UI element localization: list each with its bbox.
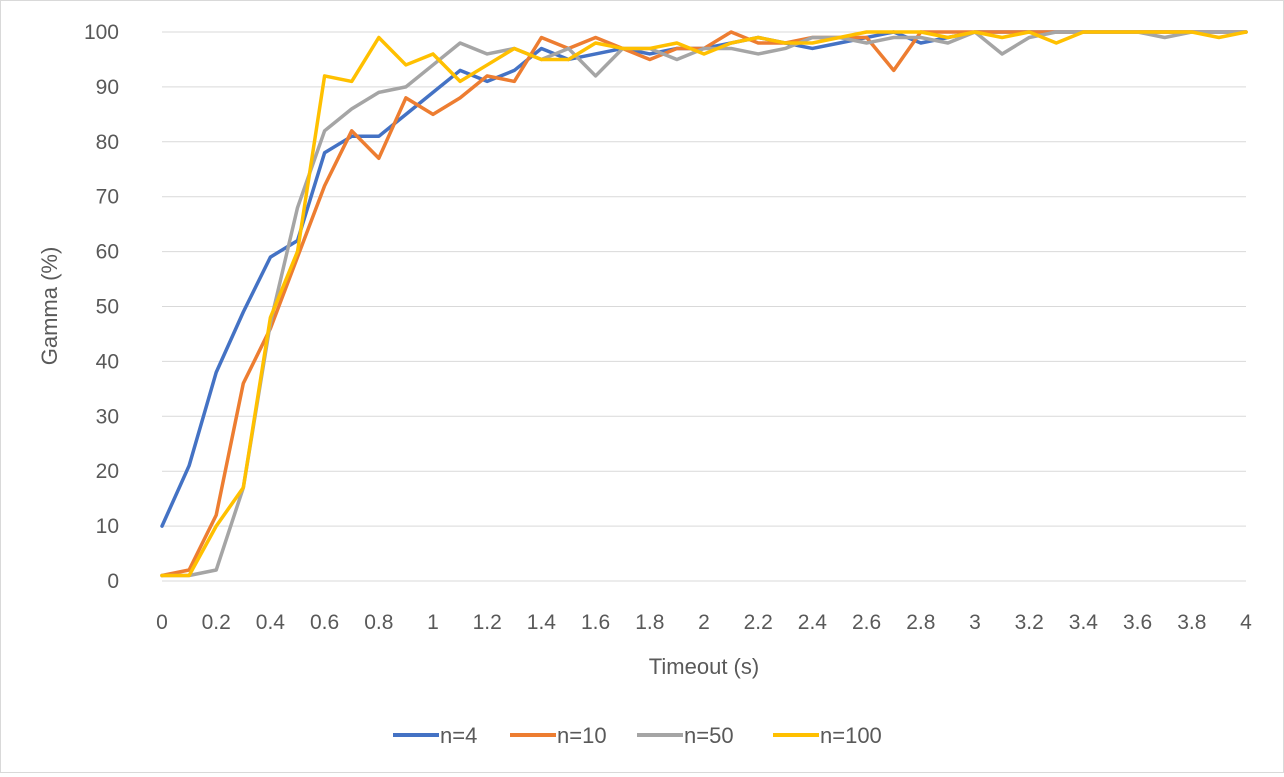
x-tick-label: 3: [969, 611, 981, 634]
x-axis-ticks: 0 0.2 0.4 0.6 0.8 1 1.2 1.4 1.6 1.8 2 2.2 2.4 2.6 2.8 3…: [156, 611, 1252, 634]
legend-label: n=10: [557, 723, 607, 748]
legend-label: n=4: [440, 723, 477, 748]
legend: n=4 n=10 n=50 n=100: [393, 723, 882, 748]
x-tick-label: 1: [427, 611, 439, 634]
x-tick-label: 3.8: [1177, 611, 1206, 634]
series-lines: [160, 30, 1248, 578]
y-axis-title: Gamma (%): [37, 247, 62, 366]
x-tick-label: 3.6: [1123, 611, 1152, 634]
x-tick-label: 2.8: [906, 611, 935, 634]
legend-label: n=100: [820, 723, 882, 748]
x-tick-label: 0.2: [202, 611, 231, 634]
x-tick-label: 4: [1240, 611, 1252, 634]
legend-label: n=50: [684, 723, 734, 748]
y-tick-label: 90: [96, 76, 119, 99]
y-tick-label: 80: [96, 131, 119, 154]
x-tick-label: 2.6: [852, 611, 881, 634]
y-tick-label: 30: [96, 405, 119, 428]
x-axis-title: Timeout (s): [649, 654, 759, 679]
series-line-n-50: [160, 30, 1248, 578]
x-tick-label: 3.2: [1015, 611, 1044, 634]
x-tick-label: 0.6: [310, 611, 339, 634]
x-tick-label: 1.2: [473, 611, 502, 634]
series-line-n-100: [160, 30, 1248, 578]
x-tick-label: 1.6: [581, 611, 610, 634]
x-tick-label: 3.4: [1069, 611, 1099, 634]
y-tick-label: 40: [96, 350, 119, 373]
y-axis-ticks: 0 10 20 30 40 50 60 70 80 90 100: [84, 21, 119, 593]
x-tick-label: 2: [698, 611, 710, 634]
y-tick-label: 70: [96, 186, 119, 209]
y-tick-label: 60: [96, 241, 119, 264]
y-tick-label: 100: [84, 21, 119, 44]
x-tick-label: 1.4: [527, 611, 557, 634]
series-line-n-10: [160, 30, 1248, 578]
y-tick-label: 10: [96, 515, 119, 538]
y-tick-label: 20: [96, 460, 119, 483]
x-tick-label: 0.4: [256, 611, 286, 634]
gridlines: [162, 31, 1246, 582]
x-tick-label: 0.8: [364, 611, 393, 634]
y-tick-label: 50: [96, 296, 119, 319]
x-tick-label: 2.4: [798, 611, 828, 634]
x-tick-label: 2.2: [744, 611, 773, 634]
x-tick-label: 1.8: [635, 611, 664, 634]
series-line-n-4: [160, 30, 1248, 528]
y-tick-label: 0: [107, 570, 119, 593]
x-tick-label: 0: [156, 611, 168, 634]
